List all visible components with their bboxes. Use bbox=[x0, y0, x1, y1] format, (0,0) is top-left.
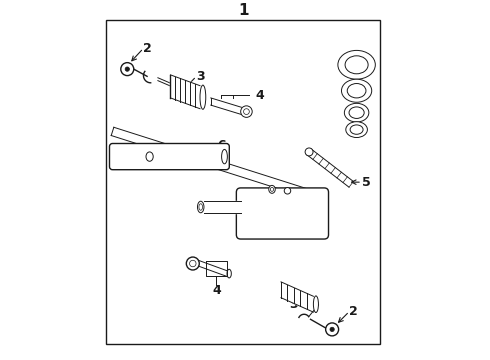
Circle shape bbox=[186, 257, 199, 270]
Ellipse shape bbox=[221, 149, 227, 164]
Polygon shape bbox=[199, 261, 227, 276]
Circle shape bbox=[125, 67, 129, 71]
Polygon shape bbox=[171, 75, 200, 109]
Circle shape bbox=[190, 260, 196, 267]
FancyBboxPatch shape bbox=[109, 144, 229, 170]
Text: 4: 4 bbox=[212, 284, 221, 297]
Circle shape bbox=[241, 106, 252, 117]
Polygon shape bbox=[281, 282, 314, 312]
Bar bbox=[106, 20, 380, 344]
Ellipse shape bbox=[342, 79, 372, 102]
Circle shape bbox=[326, 323, 339, 336]
Ellipse shape bbox=[284, 188, 291, 194]
Ellipse shape bbox=[270, 188, 273, 192]
Polygon shape bbox=[111, 127, 325, 203]
Ellipse shape bbox=[305, 148, 313, 156]
Ellipse shape bbox=[200, 85, 206, 109]
Ellipse shape bbox=[146, 152, 153, 161]
Ellipse shape bbox=[350, 125, 363, 134]
Ellipse shape bbox=[347, 84, 366, 98]
Polygon shape bbox=[211, 98, 242, 114]
Text: 3: 3 bbox=[196, 70, 205, 83]
Text: 5: 5 bbox=[362, 176, 371, 189]
Ellipse shape bbox=[197, 201, 204, 213]
Circle shape bbox=[244, 109, 249, 114]
Ellipse shape bbox=[199, 204, 202, 210]
Ellipse shape bbox=[338, 50, 375, 79]
FancyBboxPatch shape bbox=[236, 188, 328, 239]
Text: 3: 3 bbox=[290, 298, 298, 311]
Text: 1: 1 bbox=[238, 3, 248, 18]
Polygon shape bbox=[307, 149, 353, 187]
Ellipse shape bbox=[314, 296, 318, 312]
Circle shape bbox=[330, 327, 334, 332]
Ellipse shape bbox=[269, 185, 275, 193]
Ellipse shape bbox=[346, 122, 368, 138]
Ellipse shape bbox=[344, 103, 369, 122]
Ellipse shape bbox=[349, 107, 364, 118]
Text: 2: 2 bbox=[349, 305, 358, 318]
Text: 6: 6 bbox=[217, 139, 225, 152]
Polygon shape bbox=[204, 201, 241, 213]
Circle shape bbox=[121, 63, 134, 76]
Text: 4: 4 bbox=[255, 89, 264, 102]
Ellipse shape bbox=[345, 56, 368, 74]
Text: 2: 2 bbox=[144, 42, 152, 55]
Ellipse shape bbox=[227, 269, 231, 278]
